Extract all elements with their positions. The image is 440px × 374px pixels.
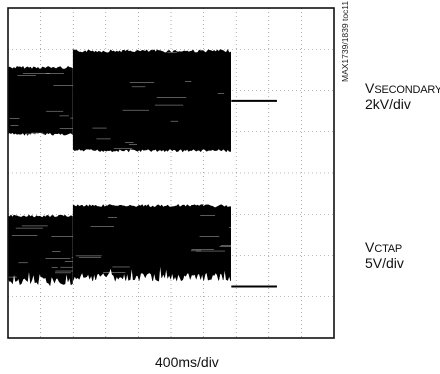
trace-label-ctap-main: V	[365, 239, 375, 255]
trace-2-envelope-segment	[7, 214, 73, 287]
trace-label-secondary-sub: SECONDARY	[374, 84, 440, 96]
trace-label-ctap: VCTAP	[365, 239, 402, 257]
trace-scale-ctap: 5V/div	[365, 255, 404, 271]
trace-1-envelope-segment	[7, 66, 73, 136]
figure-id: MAX1739/1839 toc11	[340, 0, 350, 82]
trace-1-envelope-segment	[72, 49, 231, 153]
x-scale-label: 400ms/div	[155, 354, 219, 370]
trace-2-envelope-segment	[72, 204, 231, 282]
waveform-traces	[7, 49, 277, 288]
trace-scale-secondary: 2kV/div	[365, 96, 411, 112]
plot-frame	[7, 7, 335, 339]
trace-label-secondary: VSECONDARY	[365, 80, 440, 98]
trace-label-ctap-sub: CTAP	[374, 243, 403, 255]
trace-label-secondary-main: V	[365, 80, 375, 96]
